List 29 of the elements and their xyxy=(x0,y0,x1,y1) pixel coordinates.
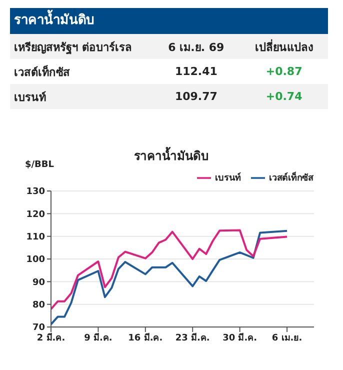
y-tick-label: 90 xyxy=(32,278,45,288)
x-tick-label: 6 เม.ย. xyxy=(272,333,302,344)
text: เวสต์เท็กซัส xyxy=(13,64,71,80)
text: เปลี่ยนแปลง xyxy=(254,38,314,56)
y-tick-label: 110 xyxy=(26,232,45,243)
x-tick-label: 30 มี.ค. xyxy=(222,332,258,344)
chart-title: ราคาน้ำมันดิบ xyxy=(134,149,209,163)
y-tick-label: 130 xyxy=(26,187,45,198)
y-axis-title: $/BBL xyxy=(25,160,54,170)
legend-label: เบรนท์ xyxy=(215,173,241,184)
text: 6 เม.ย. 69 xyxy=(167,40,226,56)
line-series xyxy=(51,230,288,326)
text: 112.41 xyxy=(174,65,218,78)
text: ราคาน้ำมันดิบ xyxy=(10,8,328,34)
x-tick-label: 9 มี.ค. xyxy=(84,332,112,344)
text: +0.87 xyxy=(264,65,304,78)
y-tick-label: 70 xyxy=(32,323,45,334)
y-tick-label: 80 xyxy=(32,300,45,311)
text: 109.77 xyxy=(174,90,218,103)
x-tick-label: 16 มี.ค. xyxy=(128,332,163,344)
line-series xyxy=(51,229,288,310)
legend-label: เวสต์เท็กซัส xyxy=(269,173,313,184)
text: เบรนท์ xyxy=(13,90,47,106)
x-tick-label: 23 มี.ค. xyxy=(175,332,210,344)
y-tick-label: 120 xyxy=(26,210,45,220)
text: เหรียญสหรัฐฯ ต่อบาร์เรล xyxy=(13,40,133,56)
x-tick-label: 2 มี.ค. xyxy=(36,332,66,344)
text: +0.74 xyxy=(264,90,304,103)
y-tick-label: 100 xyxy=(26,255,45,266)
